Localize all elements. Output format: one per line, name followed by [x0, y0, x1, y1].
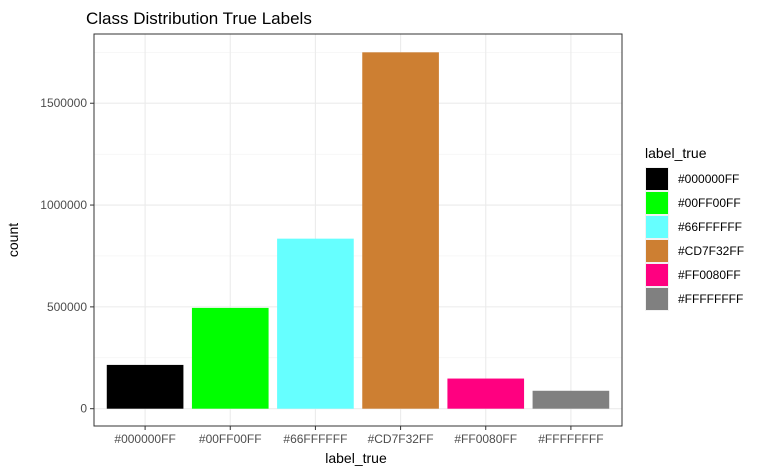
- x-tick-label: #FFFFFFFF: [538, 432, 603, 446]
- chart-title: Class Distribution True Labels: [86, 9, 312, 28]
- legend-title: label_true: [645, 145, 707, 161]
- y-tick-label: 0: [80, 402, 87, 416]
- x-tick-label: #66FFFFFF: [283, 432, 347, 446]
- bar: [532, 390, 610, 409]
- legend-swatch: [646, 216, 668, 238]
- legend-label: #CD7F32FF: [678, 244, 744, 258]
- plot-panel: [94, 34, 622, 426]
- legend-swatch: [646, 192, 668, 214]
- x-axis-label: label_true: [325, 450, 387, 466]
- legend-label: #000000FF: [678, 172, 739, 186]
- legend-label: #FFFFFFFF: [678, 292, 743, 306]
- panel-background: [94, 34, 622, 426]
- legend-label: #66FFFFFF: [678, 220, 742, 234]
- x-tick-label: #CD7F32FF: [368, 432, 434, 446]
- legend-label: #00FF00FF: [678, 196, 741, 210]
- legend-label: #FF0080FF: [678, 268, 741, 282]
- legend: label_true #000000FF #00FF00FF #66FFFFFF #C…: [645, 145, 744, 311]
- y-tick-label: 1500000: [40, 96, 87, 110]
- plot-border: [93, 33, 623, 427]
- bar: [447, 378, 525, 409]
- x-axis: #000000FF #00FF00FF #66FFFFFF #CD7F32FF #FF0…: [114, 426, 604, 446]
- legend-swatch: [646, 240, 668, 262]
- y-tick-label: 500000: [47, 300, 87, 314]
- bar: [106, 364, 184, 409]
- y-axis-label: count: [5, 223, 21, 257]
- legend-swatch: [646, 288, 668, 310]
- legend-swatch: [646, 168, 668, 190]
- bar: [277, 238, 354, 409]
- legend-swatch: [646, 264, 668, 286]
- y-tick-label: 1000000: [40, 198, 87, 212]
- x-tick-label: #000000FF: [114, 432, 175, 446]
- y-axis: 0 500000 1000000 1500000: [40, 96, 94, 416]
- x-tick-label: #00FF00FF: [199, 432, 262, 446]
- bars-layer: [106, 52, 610, 409]
- x-tick-label: #FF0080FF: [454, 432, 517, 446]
- bar: [362, 52, 439, 409]
- bar: [191, 307, 269, 409]
